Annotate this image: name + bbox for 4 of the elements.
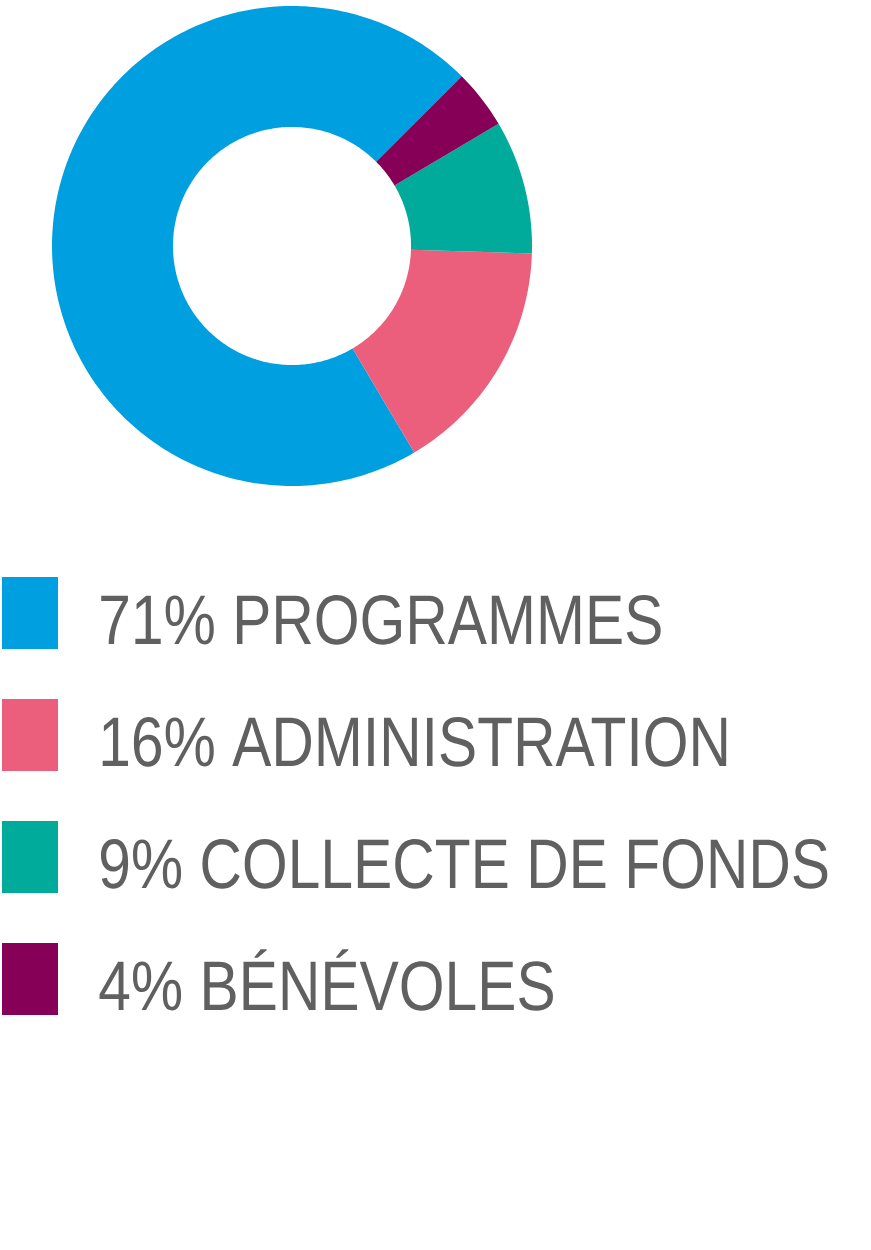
legend-label: 71% PROGRAMMES	[101, 595, 661, 645]
legend-label: 9% COLLECTE DE FONDS	[100, 839, 828, 889]
legend-label: 4% BÉNÉVOLES	[99, 949, 553, 1011]
legend-label: 16% ADMINISTRATION	[102, 717, 727, 767]
